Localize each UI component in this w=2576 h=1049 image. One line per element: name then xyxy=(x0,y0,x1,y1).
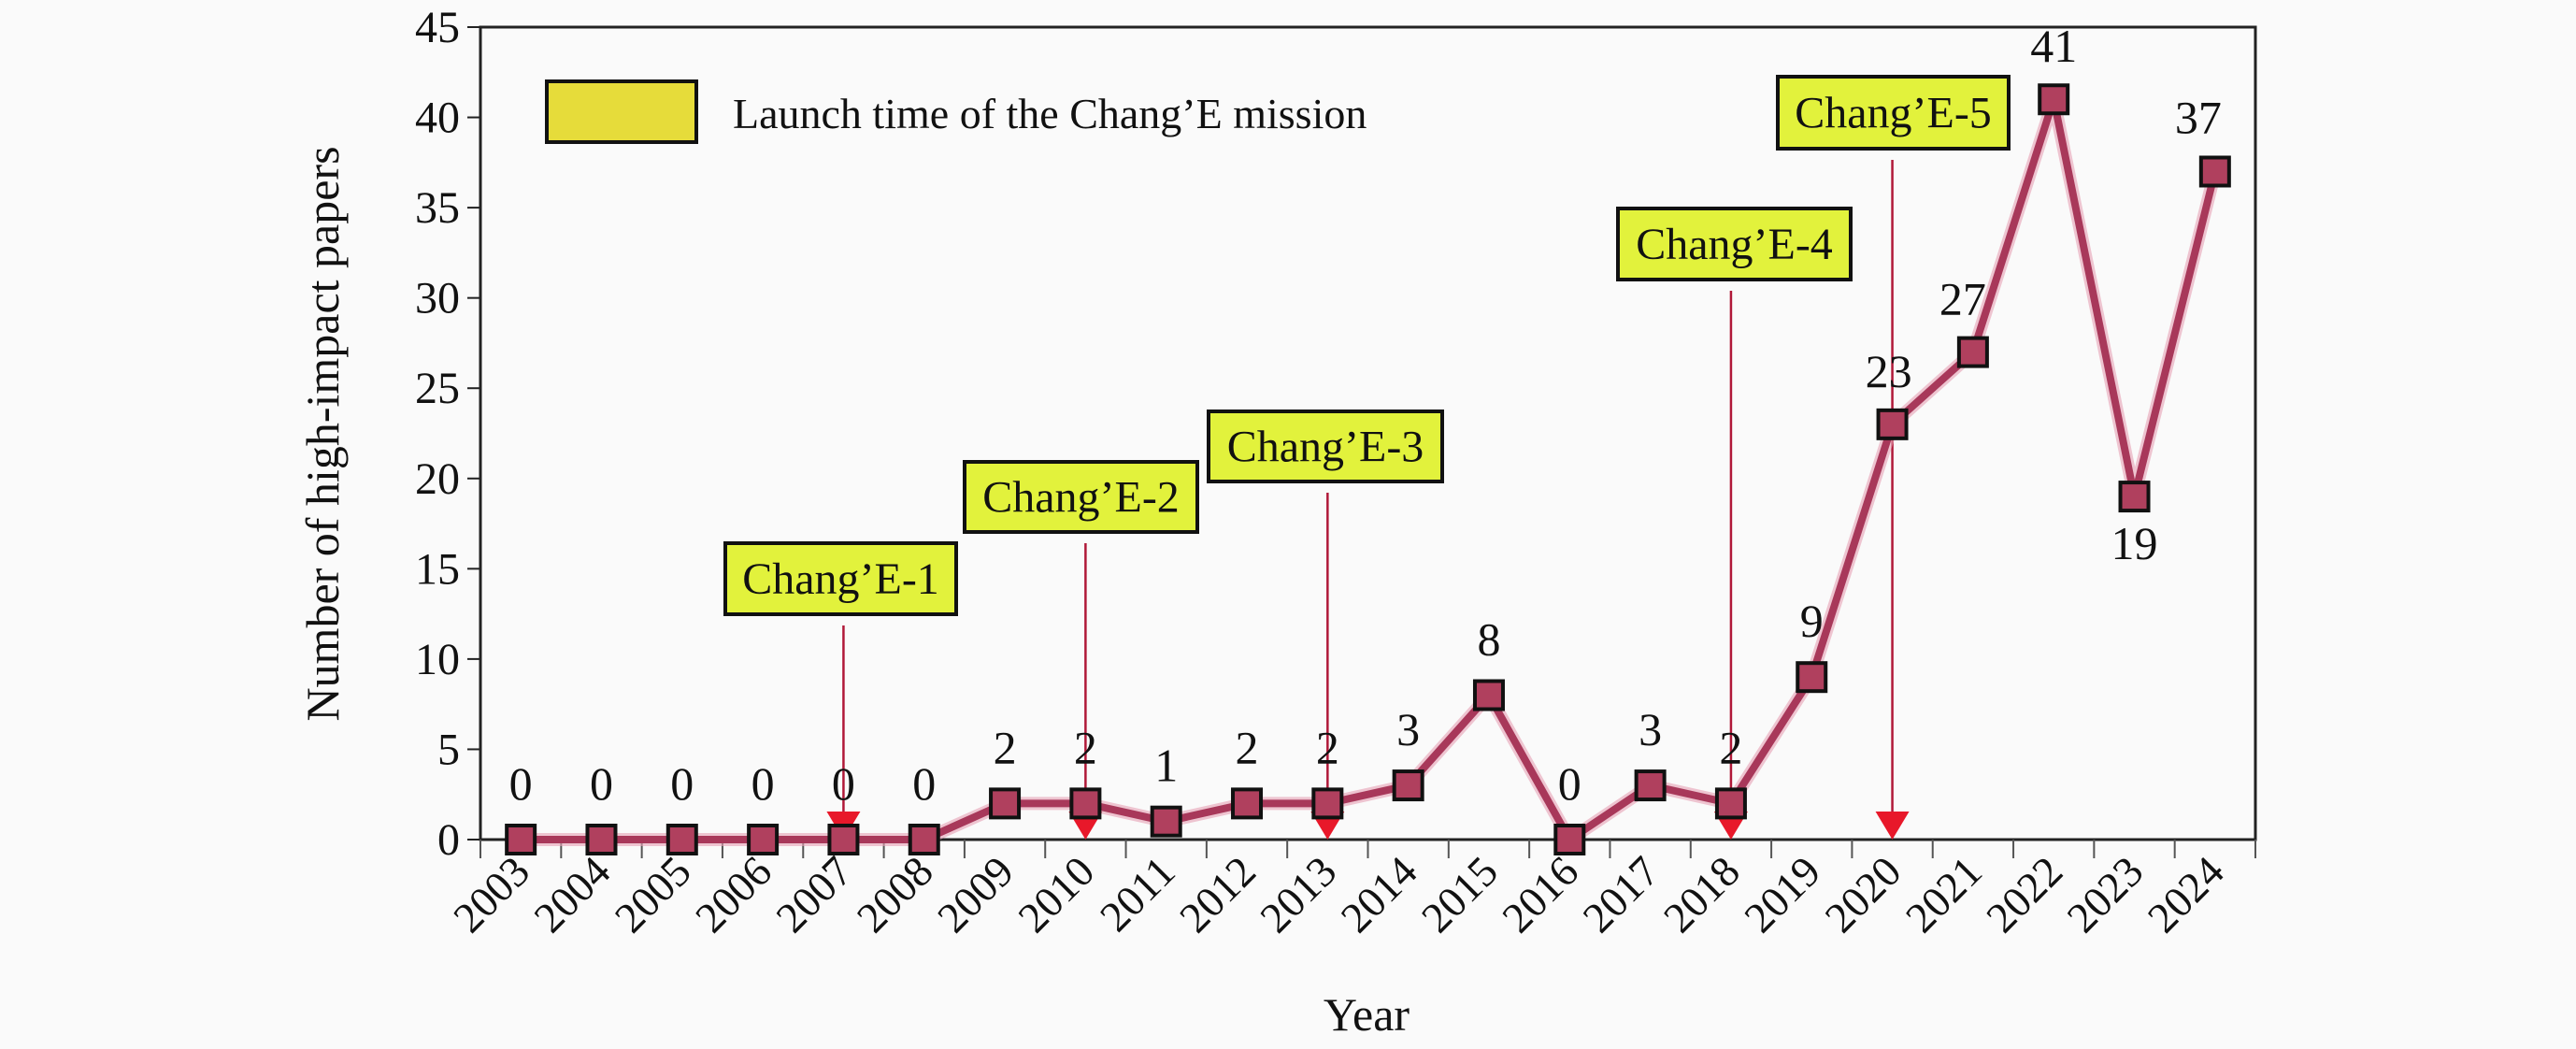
data-label: 2 xyxy=(994,721,1017,773)
data-label: 27 xyxy=(1939,273,1986,325)
y-tick-label: 20 xyxy=(415,454,460,504)
data-label: 0 xyxy=(1558,757,1581,810)
annotation-label: Chang’E-5 xyxy=(1795,89,1992,138)
data-label: 8 xyxy=(1477,613,1500,666)
x-tick-label: 2009 xyxy=(928,847,1023,941)
annotation-label: Chang’E-4 xyxy=(1636,220,1833,269)
data-label: 0 xyxy=(751,757,775,810)
data-label: 1 xyxy=(1154,740,1178,792)
annotation-label: Chang’E-1 xyxy=(742,554,939,604)
data-point xyxy=(2198,155,2231,188)
data-label: 9 xyxy=(1800,595,1824,647)
data-point xyxy=(2118,481,2151,513)
x-tick-label: 2012 xyxy=(1170,847,1265,941)
data-point xyxy=(1796,661,1828,694)
data-label: 0 xyxy=(832,757,855,810)
data-label: 3 xyxy=(1396,703,1420,755)
data-point xyxy=(827,824,860,855)
x-tick-label: 2010 xyxy=(1009,847,1103,941)
x-tick-label: 2008 xyxy=(848,847,942,941)
data-label: 2 xyxy=(1316,721,1339,773)
data-point xyxy=(1876,408,1909,440)
y-tick-label: 15 xyxy=(415,544,460,594)
x-tick-label: 2024 xyxy=(2139,847,2233,941)
y-tick-label: 25 xyxy=(415,364,460,413)
data-point xyxy=(1472,679,1505,711)
data-point xyxy=(1311,787,1344,820)
data-label: 2 xyxy=(1236,721,1259,773)
legend-label: Launch time of the Chang’E mission xyxy=(733,90,1367,137)
data-label: 23 xyxy=(1866,345,1912,397)
data-label: 2 xyxy=(1719,721,1742,773)
y-tick-label: 30 xyxy=(415,274,460,323)
y-tick-label: 40 xyxy=(415,93,460,143)
data-label: 0 xyxy=(590,757,613,810)
annotation-arrow-head xyxy=(1875,812,1910,840)
x-tick-label: 2005 xyxy=(606,847,700,941)
data-point xyxy=(1553,824,1586,855)
x-tick-label: 2013 xyxy=(1251,847,1345,941)
data-point xyxy=(2038,83,2070,116)
data-point xyxy=(585,824,618,855)
y-tick-label: 0 xyxy=(437,815,460,865)
y-axis-title: Number of high-impact papers xyxy=(296,146,349,721)
data-label: 41 xyxy=(2030,20,2077,72)
data-point xyxy=(1231,787,1264,820)
data-point xyxy=(1714,787,1747,820)
series-line xyxy=(521,95,2219,843)
x-axis-title: Year xyxy=(1324,988,1410,1041)
data-label: 0 xyxy=(670,757,694,810)
x-tick-label: 2022 xyxy=(1977,847,2071,941)
annotation-box xyxy=(1616,207,1853,281)
data-point xyxy=(989,787,1022,820)
data-label: 0 xyxy=(509,757,533,810)
x-tick-label: 2021 xyxy=(1896,847,1991,941)
x-tick-label: 2007 xyxy=(766,847,861,941)
annotation-box xyxy=(963,460,1199,534)
x-tick-label: 2014 xyxy=(1332,847,1426,941)
data-label: 3 xyxy=(1639,703,1662,755)
annotations: Chang’E-1 Chang’E-2 Chang’E-3 Chang’E-4 Chan… xyxy=(723,75,2011,840)
annotation-box xyxy=(1776,75,2011,151)
y-tick-label: 5 xyxy=(437,725,460,774)
x-tick-label: 2004 xyxy=(524,847,619,941)
data-label: 19 xyxy=(2111,517,2158,569)
legend-swatch xyxy=(545,79,698,144)
data-point xyxy=(505,824,537,855)
x-tick-label: 2011 xyxy=(1091,847,1184,941)
data-label: 0 xyxy=(912,757,936,810)
annotation-box xyxy=(1207,410,1444,483)
legend: Launch time of the Chang’E mission xyxy=(545,79,1367,144)
data-point xyxy=(1956,336,1989,368)
y-tick-label: 35 xyxy=(415,183,460,233)
x-tick-label: 2016 xyxy=(1493,847,1587,941)
data-point xyxy=(908,824,940,855)
x-tick-label: 2006 xyxy=(686,847,780,941)
x-tick-label: 2015 xyxy=(1412,847,1507,941)
x-tick-label: 2019 xyxy=(1735,847,1829,941)
x-tick-label: 2017 xyxy=(1574,847,1668,941)
data-point xyxy=(1392,769,1424,802)
annotation-box xyxy=(723,541,958,616)
annotation-label: Chang’E-3 xyxy=(1227,423,1424,472)
y-tick-label: 10 xyxy=(415,635,460,684)
data-point xyxy=(665,824,698,855)
data-point xyxy=(1634,769,1667,802)
data-point xyxy=(1069,787,1102,820)
data-point xyxy=(747,824,780,855)
data-label: 2 xyxy=(1074,721,1097,773)
x-tick-label: 2023 xyxy=(2057,847,2152,941)
data-point xyxy=(1150,805,1182,838)
annotation-label: Chang’E-2 xyxy=(982,473,1180,523)
x-tick-label: 2018 xyxy=(1654,847,1749,941)
data-label: 37 xyxy=(2175,91,2222,143)
y-tick-label: 45 xyxy=(415,3,460,52)
x-tick-label: 2020 xyxy=(1816,847,1911,941)
